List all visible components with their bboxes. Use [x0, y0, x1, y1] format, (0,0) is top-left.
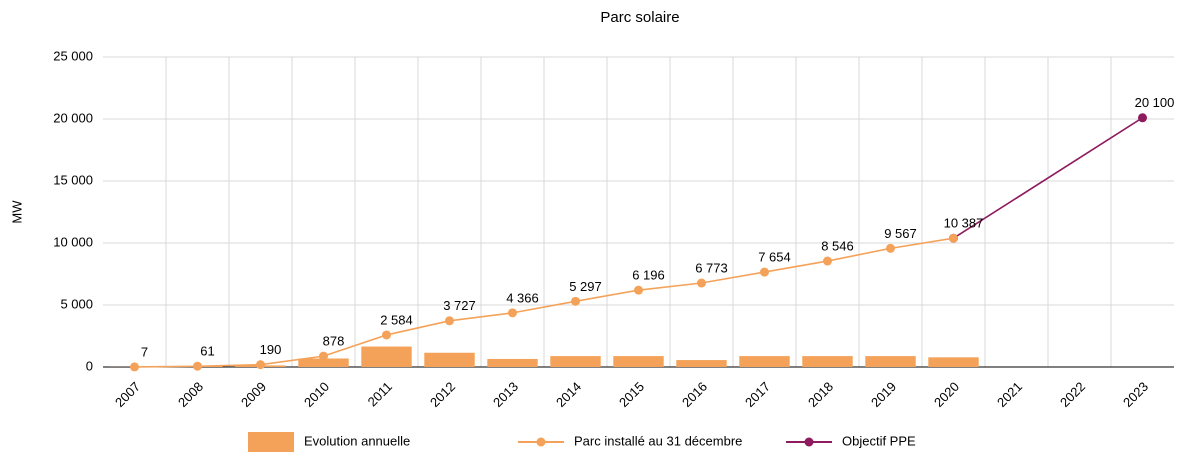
y-tick-label: 0 — [86, 358, 93, 373]
point — [508, 308, 517, 317]
x-tick-label: 2013 — [490, 379, 521, 410]
data-label: 3 727 — [443, 298, 476, 313]
bar — [361, 347, 411, 367]
y-tick-label: 10 000 — [53, 234, 93, 249]
point — [256, 360, 265, 369]
legend-swatch — [248, 432, 294, 452]
point — [697, 279, 706, 288]
point — [445, 316, 454, 325]
bar — [487, 359, 537, 367]
x-tick-label: 2021 — [994, 379, 1025, 410]
point — [634, 286, 643, 295]
legend-swatch — [537, 438, 546, 447]
x-tick-label: 2020 — [931, 379, 962, 410]
data-label: 8 546 — [821, 238, 854, 253]
x-tick-label: 2010 — [301, 379, 332, 410]
data-label: 190 — [260, 342, 282, 357]
data-label: 6 196 — [632, 268, 665, 283]
x-tick-label: 2009 — [238, 379, 269, 410]
point — [319, 352, 328, 361]
y-tick-label: 5 000 — [60, 296, 93, 311]
bar — [865, 356, 915, 367]
legend-label: Objectif PPE — [842, 433, 916, 448]
bar — [424, 353, 474, 367]
bar — [550, 356, 600, 367]
point — [1138, 113, 1147, 122]
x-tick-label: 2018 — [805, 379, 836, 410]
bar — [676, 360, 726, 367]
x-tick-label: 2015 — [616, 379, 647, 410]
data-label: 5 297 — [569, 279, 602, 294]
y-axis-label: MW — [9, 200, 24, 224]
data-label: 7 654 — [758, 250, 791, 265]
y-tick-label: 25 000 — [53, 48, 93, 63]
point — [130, 362, 139, 371]
point — [886, 244, 895, 253]
point — [193, 362, 202, 371]
bar — [739, 356, 789, 367]
point — [760, 268, 769, 277]
bar — [928, 357, 978, 367]
legend-label: Evolution annuelle — [304, 433, 410, 448]
x-tick-label: 2023 — [1120, 379, 1151, 410]
data-label: 20 100 — [1135, 95, 1175, 110]
data-label: 2 584 — [380, 312, 413, 327]
legend-swatch — [805, 438, 814, 447]
y-tick-label: 20 000 — [53, 110, 93, 125]
bar — [802, 356, 852, 367]
x-tick-label: 2008 — [175, 379, 206, 410]
data-label: 61 — [200, 344, 214, 359]
point — [382, 330, 391, 339]
point — [571, 297, 580, 306]
x-tick-label: 2012 — [427, 379, 458, 410]
x-tick-label: 2007 — [112, 379, 143, 410]
x-tick-label: 2022 — [1057, 379, 1088, 410]
point — [949, 234, 958, 243]
data-label: 10 387 — [944, 216, 984, 231]
data-label: 4 366 — [506, 290, 539, 305]
bar — [613, 356, 663, 367]
legend-label: Parc installé au 31 décembre — [574, 433, 742, 448]
y-tick-label: 15 000 — [53, 172, 93, 187]
data-label: 9 567 — [884, 226, 917, 241]
data-label: 6 773 — [695, 260, 728, 275]
x-tick-label: 2017 — [742, 379, 773, 410]
data-label: 7 — [141, 344, 148, 359]
x-tick-label: 2019 — [868, 379, 899, 410]
chart-title: Parc solaire — [600, 9, 679, 26]
point — [823, 257, 832, 266]
data-label: 878 — [323, 334, 345, 349]
x-tick-label: 2016 — [679, 379, 710, 410]
x-tick-label: 2011 — [365, 379, 395, 409]
x-tick-label: 2014 — [553, 379, 584, 410]
